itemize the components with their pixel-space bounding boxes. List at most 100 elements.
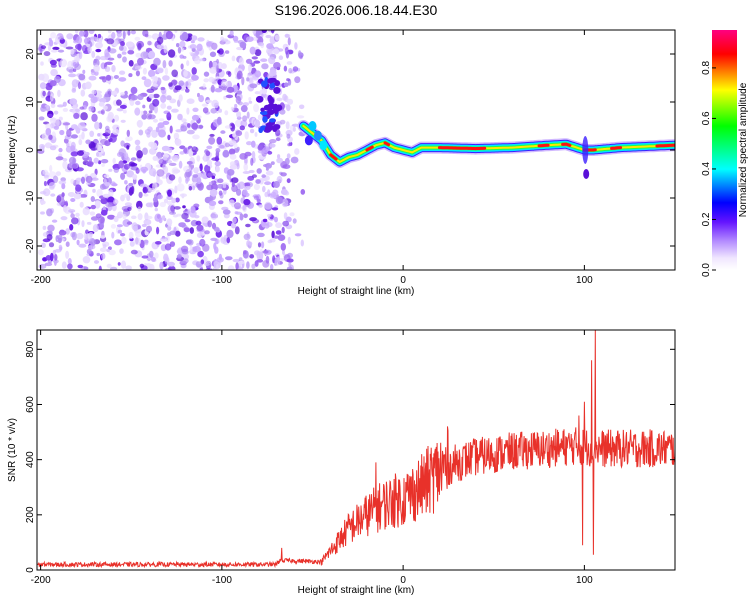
spectrogram-noise-blob — [145, 225, 153, 233]
x-tick-label: 0 — [400, 575, 406, 586]
spectrogram-noise-blob — [126, 129, 130, 137]
spectrogram-noise-blob — [94, 260, 99, 264]
spectrogram-noise-blob — [269, 143, 276, 148]
spectrogram-noise-blob — [274, 80, 280, 86]
spectrogram-noise-blob — [213, 242, 217, 250]
spectrogram-noise-blob — [40, 200, 46, 205]
spectrogram-noise-blob — [185, 88, 190, 93]
spectrogram-noise-blob — [100, 209, 108, 216]
spectrogram-noise-blob — [174, 185, 178, 194]
spectrogram-noise-blob — [193, 203, 200, 208]
snr-y-ticks: 0 200 400 600 800 — [25, 341, 675, 573]
spectrogram-noise-blob — [257, 42, 264, 47]
spectrogram-noise-blob — [235, 262, 239, 270]
spectrogram-noise-blob — [196, 177, 202, 185]
spectrogram-noise-blob — [193, 57, 201, 65]
spectrogram-noise-blob — [63, 205, 68, 213]
spectrogram-noise-blob — [142, 110, 148, 115]
spectrogram-noise-blob — [151, 83, 159, 87]
spectrogram-noise-blob — [198, 95, 205, 103]
spectrogram-noise-blob — [107, 57, 115, 61]
spectrogram-noise-blob — [162, 75, 170, 81]
spectrogram-noise-blob — [61, 261, 67, 269]
spectrogram-noise-blob — [99, 183, 106, 190]
spectrogram-noise-blob — [226, 237, 231, 244]
spectrogram-noise-blob — [286, 178, 291, 184]
spectrogram-noise-blob — [81, 220, 85, 228]
spectrogram-noise-blob — [53, 110, 59, 115]
spectrogram-noise-blob — [102, 105, 108, 111]
spectrogram-noise-blob — [143, 78, 152, 88]
spectrogram-noise-blob — [91, 177, 99, 181]
spectrogram-noise-blob — [180, 63, 184, 70]
spectrogram-noise-blob — [127, 49, 135, 55]
spectrogram-noise-blob — [75, 184, 82, 192]
spectrogram-noise-blob — [100, 159, 109, 164]
spectrogram-noise-blob — [42, 225, 47, 230]
spectrogram-noise-blob — [67, 60, 73, 70]
spectrogram-noise-blob — [218, 253, 222, 261]
spectrogram-noise-blob — [215, 148, 221, 153]
spectrogram-noise-blob — [78, 138, 83, 146]
spectrogram-noise-blob — [123, 193, 130, 198]
spectrogram-noise-blob — [194, 167, 201, 173]
spectrogram-noise-blob — [71, 79, 79, 88]
spectrogram-noise-blob — [70, 213, 75, 219]
spectrogram-noise-blob — [210, 108, 217, 114]
spectrogram-noise-blob — [52, 175, 59, 184]
spectrogram-noise-blob — [91, 89, 97, 95]
spectrogram-noise-blob — [69, 224, 74, 231]
spectrogram-noise-blob — [118, 77, 127, 82]
spectrogram-noise-blob — [128, 60, 134, 67]
spectrogram-noise-blob — [90, 196, 96, 202]
spectrogram-x-ticks: -200 -100 0 100 — [31, 30, 593, 286]
spectrogram-noise-blob — [68, 156, 77, 165]
spectrogram-noise-blob — [128, 161, 136, 167]
spectrogram-noise-blob — [232, 35, 239, 42]
spectrogram-noise-blob — [297, 50, 302, 59]
spectrogram-noise-blob — [85, 175, 93, 183]
spectrogram-noise-blob — [224, 142, 230, 148]
spectrogram-noise-blob — [256, 168, 262, 174]
spectrogram-noise-blob — [79, 194, 88, 198]
spectrogram-noise-blob — [96, 151, 103, 158]
spectrogram-noise-blob — [120, 233, 126, 237]
spectrogram-noise-blob — [152, 170, 156, 177]
spectrogram-noise-blob — [91, 51, 96, 58]
spectrogram-ridge-peak — [383, 141, 391, 147]
spectrogram-noise-blob — [159, 201, 166, 208]
spectrogram-noise-blob — [222, 151, 230, 158]
spectrogram-noise-blob — [122, 30, 126, 40]
spectrogram-noise-blob — [224, 110, 229, 116]
spectrogram-noise-blob — [134, 139, 141, 146]
spectrogram-noise-blob — [159, 238, 168, 242]
spectrogram-noise-blob — [58, 116, 63, 121]
spectrogram-noise-blob — [111, 65, 116, 73]
spectrogram-noise-blob — [146, 113, 152, 120]
spectrogram-noise-blob — [141, 223, 147, 228]
spectrogram-noise-blob — [173, 157, 179, 162]
spectrogram-noise-blob — [238, 57, 244, 66]
spectrogram-noise-blob — [270, 264, 274, 270]
spectrogram-noise-blob — [70, 49, 75, 55]
spectrogram-noise-blob — [222, 209, 231, 215]
spectrogram-noise-blob — [206, 41, 213, 47]
spectrogram-noise-blob — [292, 66, 299, 72]
spectrogram-noise-blob — [127, 206, 132, 212]
spectrogram-noise-blob — [249, 254, 255, 259]
spectrogram-noise-blob — [76, 232, 84, 240]
spectrogram-noise-blob — [120, 260, 127, 269]
spectrogram-y-ticks: -20 -10 0 10 20 — [25, 48, 675, 253]
spectrogram-noise-blob — [191, 35, 198, 41]
spectrogram-noise-blob — [229, 153, 237, 160]
spectrogram-noise-blob — [47, 44, 51, 51]
spectrogram-noise-blob — [236, 70, 243, 80]
spectrogram-ridge-peak — [610, 146, 623, 150]
spectrogram-noise-blob — [130, 30, 136, 35]
x-tick-label: -100 — [212, 575, 232, 586]
spectrogram-noise-blob — [77, 264, 84, 269]
spectrogram-noise-blob — [242, 115, 248, 122]
spectrogram-noise-blob — [71, 163, 78, 169]
spectrogram-noise-blob — [116, 36, 120, 45]
spectrogram-noise-blob — [73, 193, 82, 200]
